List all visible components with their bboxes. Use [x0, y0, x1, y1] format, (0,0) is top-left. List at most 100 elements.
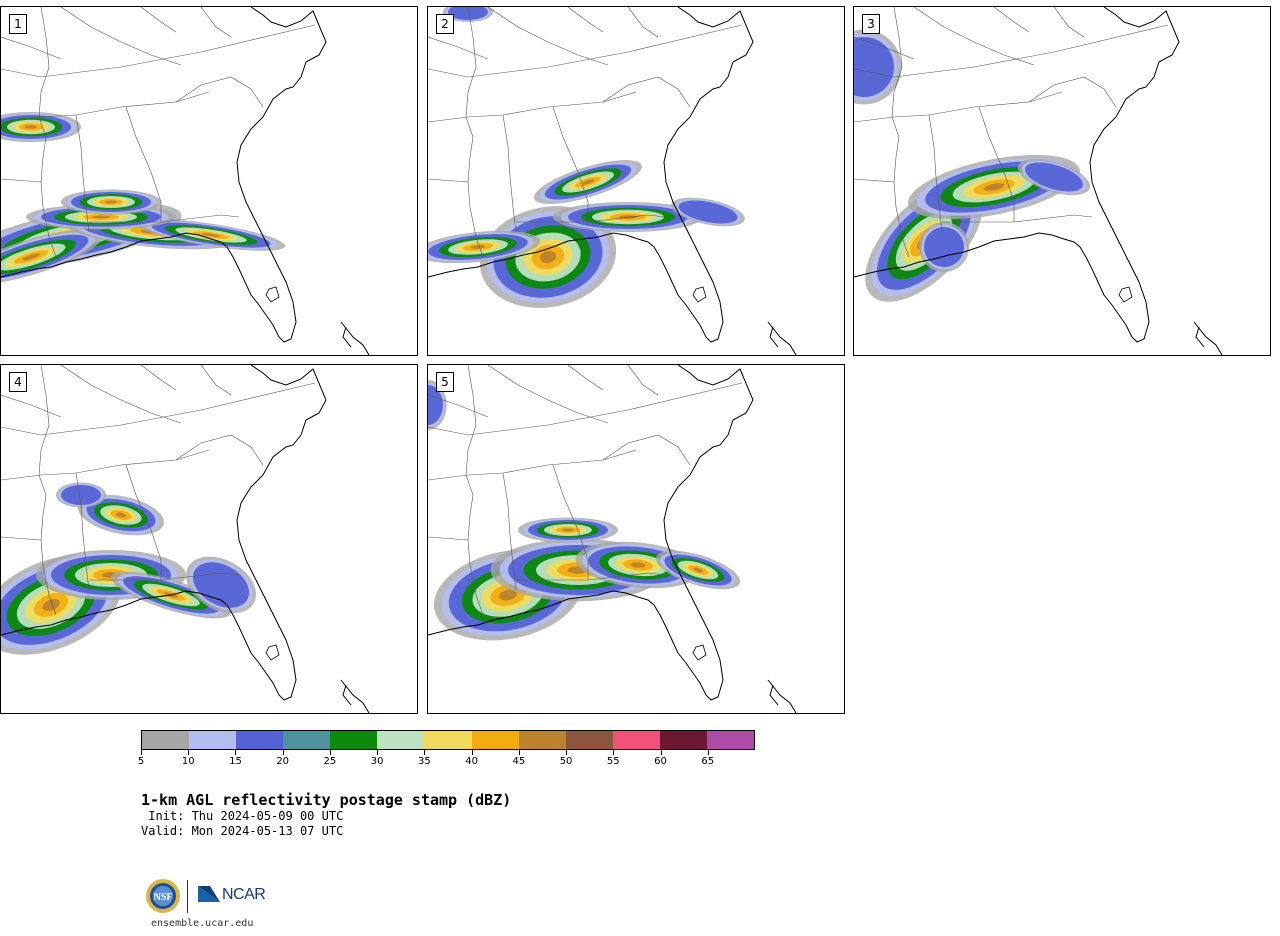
state-border [75, 114, 90, 233]
colorbar-swatch-10 [612, 731, 660, 749]
reflectivity-echo [692, 567, 704, 573]
state-border [125, 106, 162, 222]
state-border [428, 536, 484, 616]
reflectivity-echo [192, 562, 250, 608]
logo-divider [187, 880, 188, 913]
member-label-5: 5 [436, 372, 454, 392]
colorbar-tick-label: 40 [465, 756, 478, 767]
colorbar-swatch-7 [471, 731, 519, 749]
reflectivity-colorbar [141, 730, 755, 750]
reflectivity-echo [983, 183, 1005, 191]
reflectivity-echo [924, 227, 964, 267]
colorbar-tick-label: 55 [606, 756, 620, 767]
member-label-4: 4 [9, 372, 27, 392]
map-2 [428, 7, 797, 355]
colorbar-tick-mark [188, 750, 190, 755]
colorbar-tick-mark [707, 750, 709, 755]
state-border [428, 449, 637, 481]
state-border [1, 394, 62, 418]
state-border [602, 76, 691, 108]
lake-outline [692, 286, 707, 303]
reflectivity-echo [1025, 162, 1083, 192]
colorbar-tick-mark [329, 750, 331, 755]
colorbar-tick-label: 45 [512, 756, 526, 767]
state-border [428, 178, 484, 258]
colorbar-swatch-5 [377, 731, 425, 749]
colorbar-tick-label: 10 [181, 756, 195, 767]
coastline [1, 365, 327, 701]
state-border [502, 114, 517, 233]
lake-outline [1118, 286, 1133, 303]
colorbar-swatch-4 [330, 731, 378, 749]
colorbar-ticks: 5 10 15 20 25 30 35 40 45 50 55 60 65 [137, 750, 755, 770]
reflectivity-echo [22, 253, 40, 261]
reflectivity-echo [61, 485, 101, 505]
page-title: 1-km AGL reflectivity postage stamp (dBZ… [141, 791, 512, 809]
reflectivity-echo [854, 37, 894, 97]
state-border [1, 178, 57, 258]
map-3 [854, 7, 1223, 355]
state-border [89, 214, 240, 223]
colorbar-tick-mark [613, 750, 615, 755]
state-border [428, 382, 743, 436]
lake-outline [265, 644, 280, 661]
state-border [175, 76, 264, 108]
reflectivity-echo [470, 245, 486, 249]
state-border [428, 24, 743, 78]
colorbar-tick-mark [660, 750, 662, 755]
colorbar-swatch-6 [424, 731, 472, 749]
colorbar-swatch-9 [565, 731, 613, 749]
colorbar-swatch-1 [189, 731, 237, 749]
colorbar-swatch-11 [659, 731, 707, 749]
reflectivity-echo [115, 512, 127, 518]
state-border [567, 365, 604, 391]
colorbar-swatch-0 [142, 731, 190, 749]
state-border [200, 365, 232, 396]
state-border [1, 536, 57, 616]
colorbar-tick-label: 5 [137, 756, 145, 767]
bahamas-coastline [1193, 321, 1223, 355]
state-border [487, 7, 609, 66]
colorbar-tick-mark [377, 750, 379, 755]
state-border [140, 365, 177, 391]
state-border [428, 91, 637, 123]
state-border [978, 106, 1015, 222]
state-border [854, 91, 1063, 123]
state-border [516, 572, 667, 581]
website-url: ensemble.ucar.edu [151, 918, 254, 929]
state-border [140, 7, 177, 33]
coastline [1, 7, 327, 343]
state-border [487, 365, 609, 424]
ensemble-member-panel-3: 3 [853, 6, 1271, 356]
ncar-logo-icon [198, 886, 220, 902]
reflectivity-echo [448, 7, 488, 20]
valid-time: Valid: Mon 2024-05-13 07 UTC [141, 824, 344, 838]
state-border [567, 7, 604, 33]
state-border [75, 472, 90, 591]
state-border [428, 36, 489, 60]
colorbar-tick-label: 60 [654, 756, 667, 767]
state-border [1, 91, 210, 123]
reflectivity-echo [428, 385, 443, 425]
state-border [465, 365, 477, 541]
reflectivity-echo [581, 179, 595, 185]
state-border [602, 434, 691, 466]
state-border [502, 472, 517, 591]
reflectivity-echo [92, 215, 110, 219]
state-border [38, 365, 50, 541]
colorbar-tick-label: 65 [701, 756, 715, 767]
member-label-1: 1 [9, 14, 27, 34]
colorbar-tick-mark [518, 750, 520, 755]
map-1 [1, 7, 370, 355]
init-time: Init: Thu 2024-05-09 00 UTC [141, 809, 344, 823]
colorbar-tick-mark [141, 750, 142, 755]
state-border [1028, 76, 1117, 108]
reflectivity-echo [42, 599, 60, 611]
state-border [38, 7, 50, 183]
ensemble-member-panel-5: 5 [427, 364, 845, 714]
colorbar-swatch-12 [706, 731, 755, 749]
state-border [942, 214, 1093, 223]
bahamas-coastline [767, 679, 797, 713]
map-4 [1, 365, 370, 713]
state-border [200, 7, 232, 38]
